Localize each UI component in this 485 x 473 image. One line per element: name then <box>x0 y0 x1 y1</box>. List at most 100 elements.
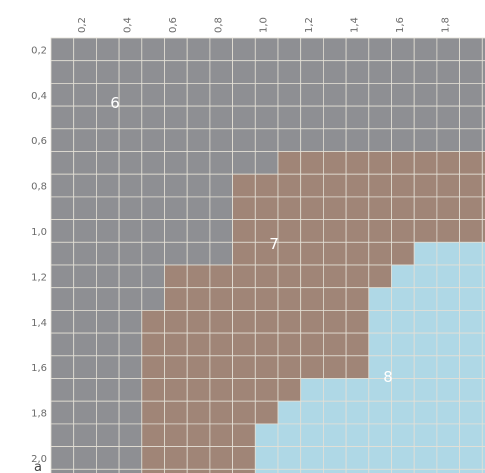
grid-cell-region-8 <box>413 264 438 289</box>
grid-cell-region-6 <box>50 423 75 447</box>
grid-cell-region-6 <box>50 173 75 198</box>
grid-cell-region-6 <box>368 128 392 152</box>
grid-cell-region-6 <box>118 309 143 334</box>
grid-cell-region-6 <box>141 241 165 266</box>
grid-cell-region-6 <box>164 173 188 198</box>
grid-cell-region-7 <box>186 423 211 447</box>
grid-cell-region-6 <box>481 128 485 152</box>
grid-cell-region-6 <box>436 37 460 62</box>
grid-cell-region-6 <box>141 173 165 198</box>
grid-cell-region-7 <box>232 219 256 243</box>
grid-cell-region-7 <box>209 287 233 311</box>
row-tick-labels: 0,2 0,4 0,6 0,8 1,0 1,2 1,4 1,6 1,8 2,0 <box>31 45 47 465</box>
grid-cell-region-7 <box>186 446 211 470</box>
grid-cell-region-7 <box>141 355 165 379</box>
grid-cell-region-7 <box>164 378 188 402</box>
grid-cell-region-6 <box>186 83 211 107</box>
grid-cell-region-7 <box>413 151 438 175</box>
grid-cell-region-6 <box>118 241 143 266</box>
grid-cell-region-6 <box>413 105 438 130</box>
grid-cell-region-6 <box>141 128 165 152</box>
grid-cell-region-6 <box>73 264 97 289</box>
grid-cell-region-8 <box>391 355 415 379</box>
grid-cell-region-7 <box>232 287 256 311</box>
grid-cell-region-7 <box>300 219 324 243</box>
grid-cell-region-7 <box>164 264 188 289</box>
grid-cell-region-6 <box>96 219 120 243</box>
grid-cell-region-7 <box>232 264 256 289</box>
grid-cell-region-6 <box>50 60 75 84</box>
grid-cell-region-8 <box>277 468 302 473</box>
grid-cell-region-6 <box>50 83 75 107</box>
grid-cell-region-6 <box>118 287 143 311</box>
grid-cell-region-8 <box>345 400 370 425</box>
grid-cell-region-6 <box>368 83 392 107</box>
grid-cell-region-6 <box>96 60 120 84</box>
grid-cell-region-7 <box>481 196 485 220</box>
grid-cell-region-6 <box>73 105 97 130</box>
grid-cell-region-6 <box>96 355 120 379</box>
grid-cell-region-8 <box>254 446 279 470</box>
grid-cell-region-6 <box>209 83 233 107</box>
grid-cell-region-8 <box>459 264 483 289</box>
x-tick-label: 1,6 <box>395 17 406 33</box>
grid-cell-region-6 <box>73 400 97 425</box>
grid-cell-region-6 <box>254 83 279 107</box>
grid-cell-region-6 <box>73 309 97 334</box>
grid-cell-region-6 <box>322 128 347 152</box>
grid-cell-region-6 <box>481 83 485 107</box>
grid-cell-region-6 <box>300 83 324 107</box>
y-tick-label: 1,2 <box>31 272 47 283</box>
grid-cell-region-6 <box>164 219 188 243</box>
grid-cell-region-8 <box>368 423 392 447</box>
grid-cell-region-8 <box>459 378 483 402</box>
grid-cell-region-6 <box>413 37 438 62</box>
grid-cell-region-7 <box>481 219 485 243</box>
grid-cell-region-6 <box>141 151 165 175</box>
grid-cell-region-6 <box>50 309 75 334</box>
grid-cell-region-6 <box>232 37 256 62</box>
grid-cell-region-6 <box>391 60 415 84</box>
grid-cell-region-7 <box>391 196 415 220</box>
grid-cell-region-7 <box>186 378 211 402</box>
grid-cell-region-7 <box>345 151 370 175</box>
grid-cell-region-7 <box>254 355 279 379</box>
grid-cell-region-7 <box>277 241 302 266</box>
grid-cell-region-6 <box>300 105 324 130</box>
grid-cell-region-6 <box>50 264 75 289</box>
column-tick-labels: 0,20,40,60,81,01,21,41,61,82,0 <box>77 17 451 33</box>
grid-cell-region-6 <box>209 105 233 130</box>
grid-cell-region-6 <box>118 196 143 220</box>
grid-cell-region-6 <box>118 128 143 152</box>
grid-cell-region-6 <box>141 83 165 107</box>
grid-cell-region-7 <box>322 264 347 289</box>
grid-cell-region-6 <box>73 446 97 470</box>
grid-cell-region-6 <box>277 105 302 130</box>
grid-cell-region-6 <box>436 105 460 130</box>
grid-cell-region-7 <box>459 173 483 198</box>
grid-cell-region-7 <box>164 400 188 425</box>
grid-cell-region-6 <box>73 219 97 243</box>
grid-cell-region-8 <box>391 287 415 311</box>
grid-cell-region-6 <box>118 60 143 84</box>
grid-cell-region-6 <box>186 219 211 243</box>
grid-cell-region-7 <box>345 196 370 220</box>
grid-cell-region-6 <box>209 196 233 220</box>
x-tick-label: 1,0 <box>259 17 270 33</box>
grid-cell-region-6 <box>50 37 75 62</box>
grid-cell-region-6 <box>73 332 97 357</box>
grid-cell-region-7 <box>141 446 165 470</box>
grid-cell-region-8 <box>368 309 392 334</box>
grid-cell-region-6 <box>164 60 188 84</box>
grid-cell-region-8 <box>391 378 415 402</box>
grid-cell-region-6 <box>186 151 211 175</box>
grid-cell-region-6 <box>322 105 347 130</box>
grid-cell-region-7 <box>300 287 324 311</box>
grid-cell-region-6 <box>459 83 483 107</box>
grid-cell-region-8 <box>345 446 370 470</box>
grid-cell-region-6 <box>96 264 120 289</box>
grid-cell-region-6 <box>209 151 233 175</box>
grid-cell-region-7 <box>345 241 370 266</box>
panel-label: a <box>34 460 42 473</box>
grid-cell-region-8 <box>459 287 483 311</box>
